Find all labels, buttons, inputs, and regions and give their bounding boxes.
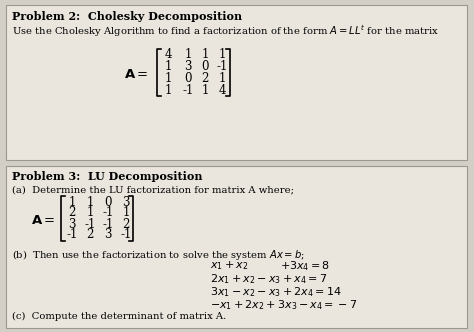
FancyBboxPatch shape (6, 5, 467, 160)
Text: (a)  Determine the LU factorization for matrix A where;: (a) Determine the LU factorization for m… (12, 185, 294, 194)
Text: Problem 2:  Cholesky Decomposition: Problem 2: Cholesky Decomposition (12, 11, 242, 22)
Text: 4: 4 (164, 48, 172, 61)
Text: 1: 1 (164, 85, 172, 98)
Text: 1: 1 (201, 48, 209, 61)
Text: 1: 1 (164, 60, 172, 73)
Text: Use the Cholesky Algorithm to find a factorization of the form $A = LL^t$ for th: Use the Cholesky Algorithm to find a fac… (12, 23, 439, 39)
Text: 1: 1 (164, 72, 172, 86)
Text: -1: -1 (216, 60, 228, 73)
Text: 1: 1 (219, 72, 226, 86)
Text: -1: -1 (66, 228, 78, 241)
Text: 0: 0 (201, 60, 209, 73)
Text: 3: 3 (122, 196, 130, 208)
Text: 0: 0 (104, 196, 112, 208)
Text: $x_1 + x_2$: $x_1 + x_2$ (210, 259, 248, 272)
Text: 2: 2 (122, 217, 130, 230)
Text: 3: 3 (68, 217, 76, 230)
Text: 2: 2 (201, 72, 209, 86)
Text: $+ 3x_4 = 8$: $+ 3x_4 = 8$ (280, 259, 330, 273)
Text: 3: 3 (104, 228, 112, 241)
Text: $\mathbf{A}=$: $\mathbf{A}=$ (124, 68, 148, 81)
Text: Problem 3:  LU Decomposition: Problem 3: LU Decomposition (12, 171, 202, 182)
Text: 2: 2 (86, 228, 94, 241)
Text: 0: 0 (184, 72, 192, 86)
FancyBboxPatch shape (6, 166, 467, 328)
Text: 4: 4 (218, 85, 226, 98)
Text: (b)  Then use the factorization to solve the system $Ax = b$;: (b) Then use the factorization to solve … (12, 248, 305, 262)
Text: -1: -1 (84, 217, 96, 230)
Text: 1: 1 (86, 196, 94, 208)
Text: $\mathbf{A}=$: $\mathbf{A}=$ (30, 213, 55, 226)
Text: $-x_1 + 2x_2 + 3x_3 - x_4 = -7$: $-x_1 + 2x_2 + 3x_3 - x_4 = -7$ (210, 298, 357, 312)
Text: 2: 2 (68, 207, 76, 219)
Text: -1: -1 (182, 85, 194, 98)
Text: 3: 3 (184, 60, 192, 73)
Text: 1: 1 (86, 207, 94, 219)
Text: $3x_1 - x_2 - x_3 + 2x_4 = 14$: $3x_1 - x_2 - x_3 + 2x_4 = 14$ (210, 285, 342, 299)
Text: -1: -1 (102, 217, 114, 230)
Text: -1: -1 (102, 207, 114, 219)
Text: 1: 1 (219, 48, 226, 61)
Text: 1: 1 (122, 207, 130, 219)
Text: (c)  Compute the determinant of matrix A.: (c) Compute the determinant of matrix A. (12, 312, 226, 321)
Text: $2x_1 + x_2 - x_3 + x_4 = 7$: $2x_1 + x_2 - x_3 + x_4 = 7$ (210, 272, 327, 286)
Text: 1: 1 (68, 196, 76, 208)
Text: 1: 1 (184, 48, 191, 61)
Text: -1: -1 (120, 228, 132, 241)
Text: 1: 1 (201, 85, 209, 98)
